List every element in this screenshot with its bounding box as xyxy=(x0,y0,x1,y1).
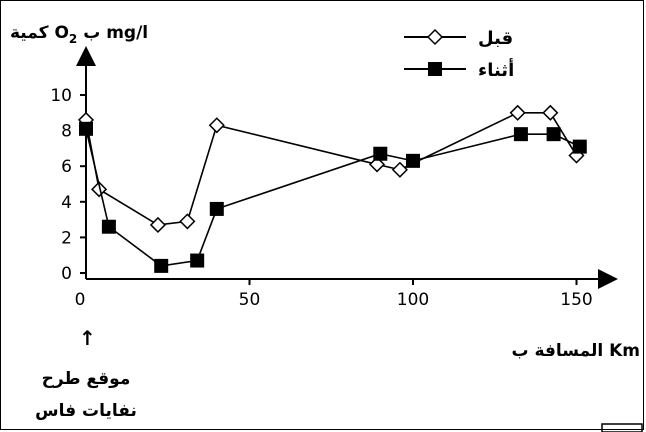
y-axis-label: كمية O2 ب mg/l xyxy=(10,23,148,46)
legend-label-during: أثناء xyxy=(478,58,514,81)
data-point-square xyxy=(546,127,561,142)
y-tick-label: 4 xyxy=(61,193,72,213)
annotation-line-2: نفايات فاس xyxy=(35,401,137,421)
legend-marker-during xyxy=(428,62,442,76)
x-tick-label: 50 xyxy=(239,290,261,310)
legend: قبل أثناء xyxy=(404,28,514,81)
data-point-diamond xyxy=(149,216,167,234)
series-layer xyxy=(77,104,587,273)
data-point-square xyxy=(101,219,116,234)
data-point-diamond xyxy=(208,117,225,134)
data-point-square xyxy=(79,121,93,136)
data-point-diamond xyxy=(509,104,526,121)
series-line xyxy=(85,112,578,226)
data-point-square xyxy=(190,253,205,268)
data-point-diamond xyxy=(542,104,559,121)
series-during xyxy=(79,121,587,273)
dump-site-annotation: ↑ موقع طرح نفايات فاس xyxy=(35,326,137,421)
data-point-diamond xyxy=(179,213,196,230)
series-before xyxy=(77,104,585,234)
y-tick-label: 10 xyxy=(50,86,72,106)
y-tick-label: 2 xyxy=(61,228,72,248)
data-point-square xyxy=(406,153,420,168)
series-line xyxy=(85,128,581,267)
legend-label-before: قبل xyxy=(478,28,513,49)
corner-box xyxy=(601,423,643,432)
data-point-diamond xyxy=(91,181,108,198)
data-point-square xyxy=(373,146,388,161)
x-ticks: 0 50 100 150 xyxy=(75,279,593,310)
x-tick-label: 150 xyxy=(560,290,592,310)
data-point-square xyxy=(572,139,587,154)
annotation-arrow: ↑ xyxy=(79,326,96,350)
y-ticks: 0 2 4 6 8 10 xyxy=(50,86,86,284)
data-point-square xyxy=(209,201,224,216)
x-tick-label: 0 xyxy=(75,290,86,310)
data-point-diamond xyxy=(368,156,386,173)
annotation-line-1: موقع طرح xyxy=(42,369,131,389)
data-point-square xyxy=(154,258,169,273)
y-tick-label: 0 xyxy=(61,264,72,284)
data-point-diamond xyxy=(391,161,408,178)
data-point-square xyxy=(513,127,528,142)
x-tick-label: 100 xyxy=(397,290,429,310)
legend-marker-before xyxy=(426,28,444,46)
x-axis-label: المسافة ب Km xyxy=(511,341,640,361)
y-tick-label: 8 xyxy=(61,122,72,142)
y-tick-label: 6 xyxy=(61,157,72,177)
